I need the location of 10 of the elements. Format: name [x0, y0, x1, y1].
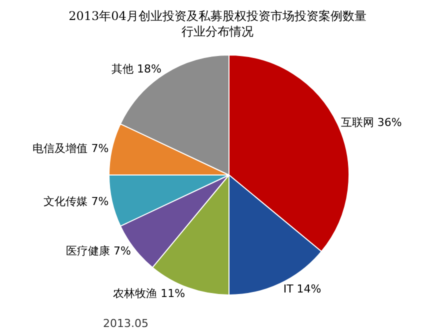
slice-label: 其他 18% — [112, 62, 162, 76]
slice-label: IT 14% — [283, 282, 322, 296]
slice-label: 文化传媒 7% — [44, 194, 109, 208]
text: 2013.05 — [103, 317, 148, 330]
chart-title: 2013年04月创业投资及私募股权投资市场投资案例数量 — [68, 9, 366, 24]
chart-subtitle: 行业分布情况 — [182, 24, 254, 39]
slice-label: 医疗健康 7% — [66, 244, 131, 258]
slice-label: 互联网 36% — [340, 116, 402, 130]
slice-label: 电信及增值 7% — [32, 142, 109, 156]
slice-label: 农林牧渔 11% — [113, 287, 186, 300]
